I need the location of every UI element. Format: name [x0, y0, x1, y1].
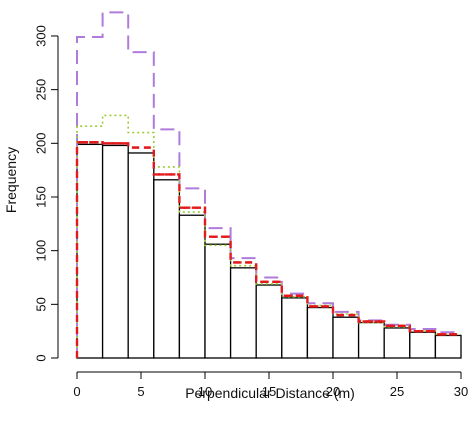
y-axis: 0 50 100 150 200 250 300 [33, 25, 59, 362]
y-tick-label: 300 [33, 25, 48, 47]
x-tick-label: 5 [137, 384, 144, 399]
x-tick-label: 10 [198, 384, 212, 399]
histogram-bar [409, 331, 437, 359]
histogram-bar [332, 316, 360, 359]
series-dotted [76, 114, 461, 358]
histogram-bar [306, 306, 334, 359]
bars-layer [76, 143, 462, 359]
y-tick-label: 50 [33, 297, 48, 311]
series-dashed [75, 141, 461, 358]
y-tick-label: 150 [33, 186, 48, 208]
y-tick-label: 200 [33, 132, 48, 154]
y-axis-title: Frequency [3, 147, 19, 213]
histogram-bar [204, 243, 232, 359]
histogram-bar [76, 143, 104, 359]
histogram-bar [101, 144, 129, 359]
y-tick-label: 250 [33, 79, 48, 101]
histogram-bar [357, 321, 385, 359]
histogram-bar [153, 179, 181, 359]
x-axis-title: Perpendicular Distance (m) [185, 385, 355, 401]
y-tick-label: 0 [33, 354, 48, 361]
histogram-bar [383, 327, 411, 359]
histogram-bar [229, 267, 257, 359]
series-dashed-line [75, 141, 461, 358]
y-tick-label: 100 [33, 240, 48, 262]
overlay-lines-layer [75, 11, 461, 358]
histogram-bar [178, 214, 206, 359]
histogram-bar [255, 284, 283, 359]
histogram-bar [434, 334, 462, 359]
x-tick-label: 15 [262, 384, 276, 399]
series-dotted-line [76, 114, 461, 358]
x-tick-label: 0 [73, 384, 80, 399]
series-dashed-tops [81, 141, 457, 336]
histogram-bar [127, 152, 155, 359]
x-tick-label: 25 [390, 384, 404, 399]
x-tick-label: 20 [326, 384, 340, 399]
x-axis: 0 5 10 15 20 25 30 [73, 371, 468, 399]
x-tick-label: 30 [454, 384, 468, 399]
histogram-bar [281, 297, 309, 359]
